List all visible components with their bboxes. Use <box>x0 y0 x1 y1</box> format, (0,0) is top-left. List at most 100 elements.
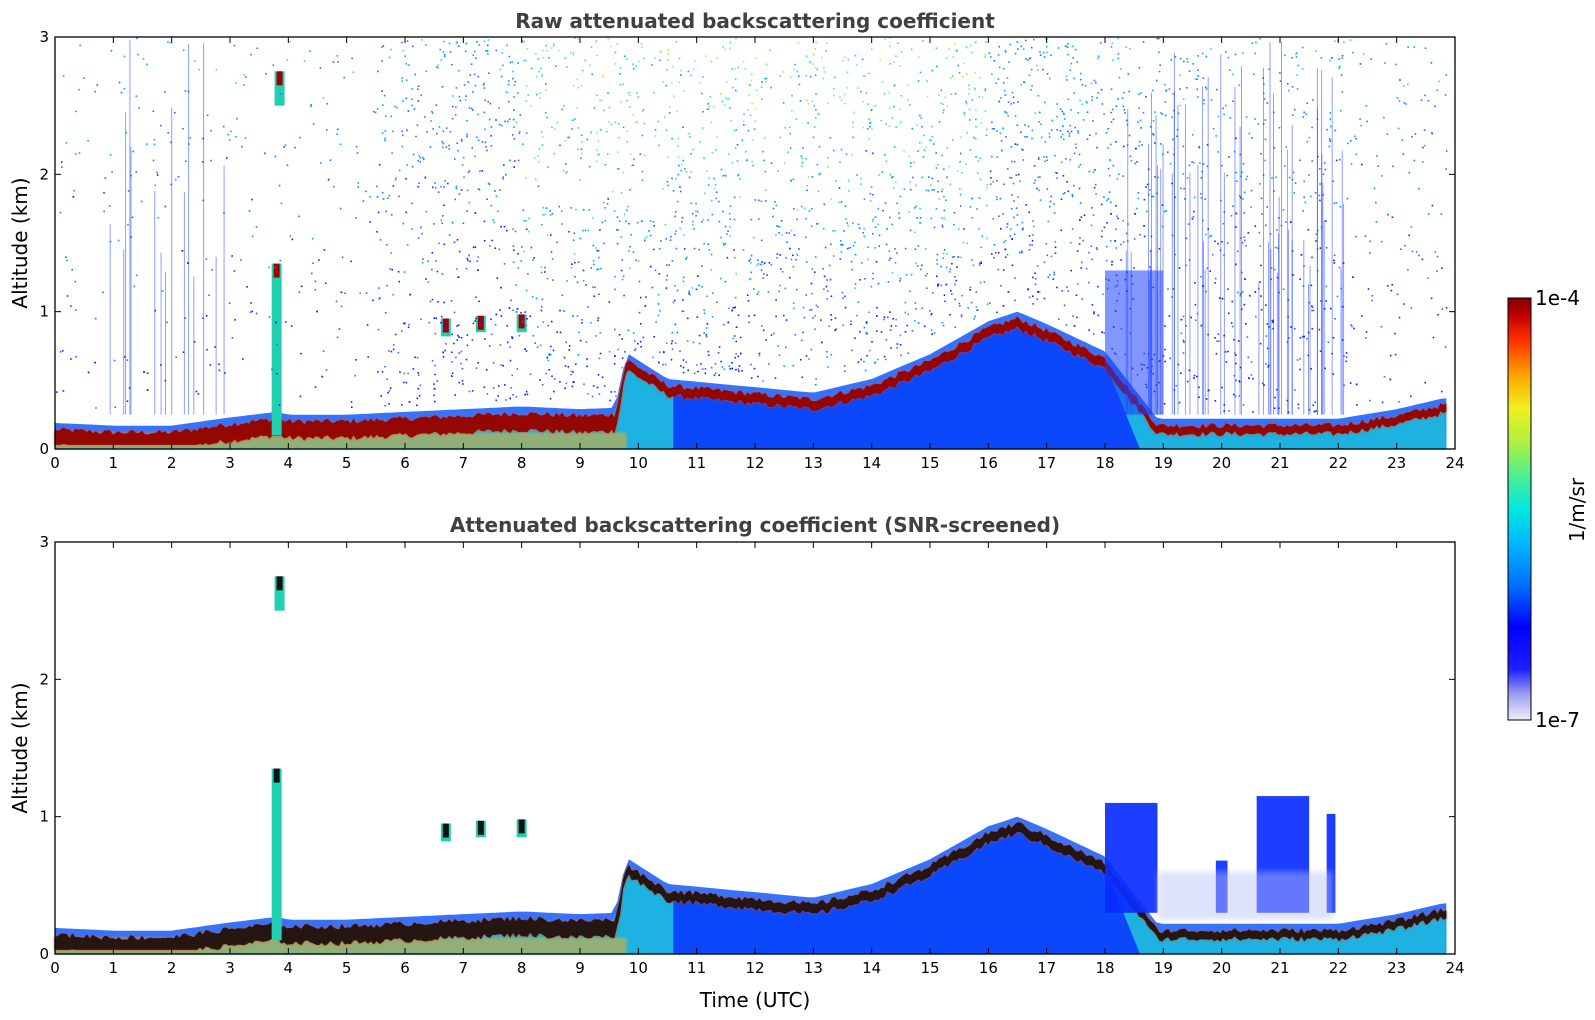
noise-pixel <box>974 72 977 74</box>
noise-pixel <box>1185 264 1187 267</box>
noise-pixel <box>668 112 671 114</box>
noise-pixel <box>992 217 995 220</box>
noise-pixel <box>659 351 661 353</box>
noise-pixel <box>976 309 979 311</box>
noise-pixel <box>885 123 887 125</box>
noise-pixel <box>596 268 598 271</box>
noise-pixel <box>551 258 554 260</box>
noise-pixel <box>584 229 587 232</box>
noise-pixel <box>977 160 980 162</box>
noise-pixel <box>570 267 573 269</box>
noise-pixel <box>1240 196 1242 199</box>
noise-pixel <box>565 163 567 165</box>
noise-pixel <box>60 161 63 163</box>
noise-pixel <box>830 243 832 245</box>
noise-pixel <box>1088 329 1090 331</box>
noise-pixel <box>1317 229 1319 232</box>
noise-pixel <box>508 80 510 82</box>
noise-pixel <box>500 364 503 366</box>
noise-pixel <box>492 387 495 389</box>
noise-pixel <box>1202 77 1205 79</box>
noise-pixel <box>706 323 709 325</box>
noise-pixel <box>506 44 508 47</box>
noise-pixel <box>616 229 618 231</box>
noise-pixel <box>932 292 934 294</box>
noise-pixel <box>581 322 583 324</box>
noise-pixel <box>1110 111 1112 114</box>
noise-pixel <box>1043 297 1046 300</box>
noise-pixel <box>954 326 957 328</box>
noise-pixel <box>748 83 750 86</box>
noise-pixel <box>142 57 145 60</box>
noise-pixel <box>484 141 487 144</box>
noise-pixel <box>573 232 575 234</box>
noise-pixel <box>1367 288 1370 290</box>
noise-pixel <box>538 148 541 150</box>
noise-pixel <box>1182 173 1185 175</box>
noise-pixel <box>379 239 382 241</box>
noise-pixel <box>978 264 981 266</box>
noise-pixel <box>832 255 835 257</box>
noise-pixel <box>376 107 379 110</box>
noise-pixel <box>512 228 514 230</box>
noise-pixel <box>546 116 548 119</box>
noise-pixel <box>665 279 668 281</box>
noise-pixel <box>561 294 564 297</box>
noise-pixel <box>1347 142 1349 145</box>
noise-pixel <box>512 77 514 80</box>
noise-pixel <box>1100 203 1103 206</box>
noise-pixel <box>573 381 575 383</box>
noise-pixel <box>885 243 888 246</box>
noise-pixel <box>227 133 230 136</box>
noise-pixel <box>501 124 503 127</box>
noise-pixel <box>490 318 492 321</box>
noise-pixel <box>601 376 604 379</box>
noise-pixel <box>636 221 639 224</box>
noise-pixel <box>682 126 684 128</box>
noise-pixel <box>494 247 497 249</box>
noise-pixel <box>872 233 874 235</box>
noise-pixel <box>369 221 371 223</box>
noise-pixel <box>1296 359 1299 361</box>
noise-pixel <box>821 341 823 344</box>
noise-pixel <box>1186 58 1188 60</box>
noise-pixel <box>70 358 72 360</box>
noise-pixel <box>123 88 126 90</box>
noise-pixel <box>909 104 911 106</box>
noise-pixel <box>517 159 520 162</box>
noise-pixel <box>899 277 902 280</box>
noise-pixel <box>869 349 871 352</box>
noise-pixel <box>1091 96 1093 98</box>
noise-pixel <box>867 258 869 261</box>
noise-pixel <box>1117 37 1119 40</box>
noise-pixel <box>1392 165 1394 168</box>
y-tick-label: 0 <box>39 440 49 458</box>
noise-pixel <box>332 61 335 63</box>
noise-pixel <box>552 349 555 352</box>
noise-pixel <box>602 202 605 204</box>
noise-pixel <box>628 106 631 108</box>
noise-pixel <box>1156 37 1159 40</box>
noise-pixel <box>1088 170 1091 173</box>
noise-pixel <box>1356 404 1358 406</box>
noise-pixel <box>545 372 547 375</box>
noise-pixel <box>816 223 818 225</box>
noise-pixel <box>1164 83 1166 86</box>
noise-pixel <box>544 271 546 273</box>
noise-pixel <box>976 208 978 210</box>
noise-pixel <box>916 124 919 127</box>
x-tick-label: 9 <box>575 959 585 977</box>
noise-pixel <box>384 365 386 368</box>
noise-pixel <box>524 311 527 313</box>
noise-pixel <box>968 84 970 87</box>
noise-pixel <box>959 193 962 196</box>
noise-pixel <box>600 99 603 102</box>
noise-pixel <box>1164 101 1167 103</box>
noise-pixel <box>728 153 730 155</box>
noise-pixel <box>513 84 516 86</box>
noise-pixel <box>822 77 824 80</box>
noise-pixel <box>1070 62 1073 65</box>
noise-pixel <box>683 310 685 313</box>
noise-pixel <box>1264 159 1266 162</box>
noise-pixel <box>1065 158 1067 160</box>
